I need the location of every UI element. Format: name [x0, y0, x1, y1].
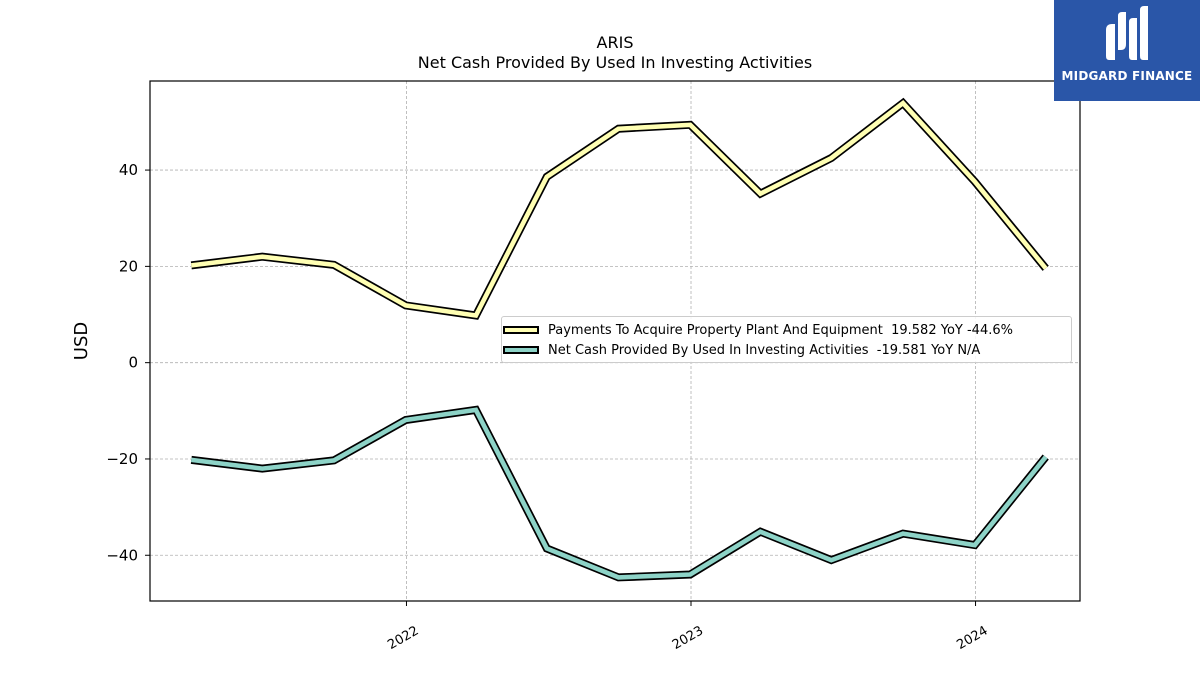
x-tick-label: 2022 [385, 623, 421, 653]
data-point [831, 157, 832, 158]
logo-text: MIDGARD FINANCE [1061, 69, 1193, 83]
y-tick-label: 0 [128, 354, 138, 372]
plot-frame [149, 80, 1081, 602]
data-point [1045, 268, 1046, 269]
legend-item-investing: Net Cash Provided By Used In Investing A… [502, 341, 980, 359]
data-point [974, 545, 975, 546]
data-point [262, 256, 263, 257]
legend-label-capex: Payments To Acquire Property Plant And E… [548, 322, 1013, 338]
brand-logo: MIDGARD FINANCE [1054, 0, 1200, 101]
series-outline-0 [190, 97, 1049, 320]
y-axis-label: USD [71, 322, 92, 360]
data-point [333, 460, 334, 461]
y-tick-label: 20 [119, 257, 138, 275]
data-point [831, 559, 832, 560]
data-point [191, 459, 192, 460]
midgard-m-logo-icon [1106, 6, 1148, 60]
data-point [191, 265, 192, 266]
chart-subtitle: Net Cash Provided By Used In Investing A… [418, 53, 812, 72]
y-tick-label: −20 [106, 450, 138, 468]
y-tick-label: −40 [106, 546, 138, 564]
y-tick-label: 40 [119, 161, 138, 179]
legend-label-investing: Net Cash Provided By Used In Investing A… [548, 342, 981, 358]
y-axis: −40 −20 0 20 40 [106, 161, 150, 564]
data-point [405, 419, 406, 420]
series-layer [190, 97, 1049, 582]
data-point [1045, 456, 1046, 457]
x-axis: 2022 2023 2024 [385, 601, 991, 653]
data-point [760, 531, 761, 532]
data-point [333, 264, 334, 265]
chart-legend: Payments To Acquire Property Plant And E… [501, 316, 1072, 363]
chart-title: ARIS [597, 33, 634, 52]
data-point [618, 577, 619, 578]
series-line-1 [191, 407, 1048, 580]
data-point [690, 124, 691, 125]
legend-item-capex: Payments To Acquire Property Plant And E… [502, 321, 1013, 339]
data-point [974, 181, 975, 182]
series-outline-1 [190, 405, 1049, 582]
data-point [618, 128, 619, 129]
data-point [475, 315, 476, 316]
legend-swatch-capex [503, 326, 539, 334]
data-point [690, 574, 691, 575]
data-point [902, 103, 903, 104]
legend-swatch-investing [503, 346, 539, 354]
data-point [546, 548, 547, 549]
data-point [760, 193, 761, 194]
x-tick-label: 2024 [954, 623, 990, 653]
data-point [546, 176, 547, 177]
data-point [405, 305, 406, 306]
x-tick-label: 2023 [670, 623, 706, 653]
series-line-0 [191, 99, 1048, 319]
data-point [262, 468, 263, 469]
data-point [902, 533, 903, 534]
data-point [475, 409, 476, 410]
